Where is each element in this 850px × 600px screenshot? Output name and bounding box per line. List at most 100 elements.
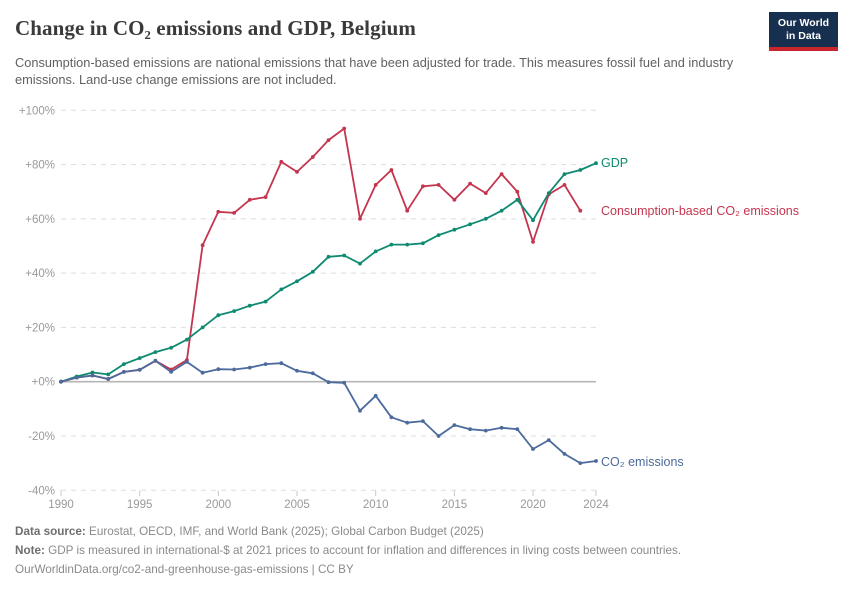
series-line [60,359,597,465]
data-point [326,380,331,385]
data-point [389,415,394,420]
y-tick-label: -20% [28,431,55,443]
y-tick-label: +20% [25,322,55,334]
data-point [483,191,488,196]
x-tick-label: 2020 [520,499,546,511]
data-point [578,208,583,213]
data-point [499,425,504,430]
data-point [153,358,158,363]
data-point [74,375,79,380]
data-point [562,172,567,177]
series-group [59,126,598,465]
data-point [295,279,299,284]
data-point [358,261,362,266]
data-point [436,434,441,438]
data-point [122,370,126,374]
data-point [483,428,488,433]
data-point [452,423,457,427]
series-label-co2: CO₂ emissions [601,455,684,469]
series-line [60,162,597,383]
data-point [405,420,410,425]
data-point [405,208,410,213]
owid-logo-line1: Our World [777,17,830,29]
data-point [326,254,331,259]
data-point [546,438,551,442]
data-point [295,170,299,174]
data-point [546,191,551,196]
data-point [389,242,394,247]
data-point [499,208,504,213]
y-tick-label: +60% [25,214,55,226]
data-point [452,197,457,202]
data-point [531,218,535,223]
data-point [216,367,221,372]
data-point [515,189,520,194]
data-point [310,155,315,159]
data-point [232,309,237,313]
data-point [200,325,205,330]
data-point [373,249,378,254]
x-tick-label: 1990 [48,499,74,511]
data-point [263,362,268,366]
data-point [106,372,111,377]
data-point [515,197,520,202]
data-point [279,361,284,366]
data-point [562,183,567,187]
data-point [373,183,378,187]
data-point [247,197,252,202]
data-point [389,168,394,172]
data-point [468,222,472,227]
data-point [122,362,126,366]
y-tick-label: +100% [19,105,55,117]
data-point [515,427,520,432]
data-point [452,227,457,232]
series-consumption-based-co-emissions [59,126,583,384]
data-point [200,370,205,375]
data-point [137,356,142,360]
data-point [594,459,598,463]
y-tick-label: +0% [32,377,55,389]
data-point [326,138,331,143]
footer-data-source-text: Eurostat, OECD, IMF, and World Bank (202… [85,525,484,538]
footer-note-text: GDP is measured in international-$ at 20… [44,544,682,557]
x-tick-label: 2005 [284,499,310,511]
footer-data-source-label: Data source: [15,525,86,538]
series-label-gdp: GDP [601,156,628,170]
data-point [310,371,315,376]
data-point [106,377,111,381]
footer-url-link[interactable]: OurWorldinData.org/co2-and-greenhouse-ga… [15,563,309,576]
data-point [373,393,378,398]
data-point [169,345,174,350]
data-point [578,168,583,172]
data-point [216,209,221,214]
data-point [279,287,284,292]
data-point [342,253,347,258]
data-point [578,461,583,465]
data-point [90,370,95,375]
data-point [562,452,567,456]
data-point [232,211,237,215]
data-point [295,368,299,373]
owid-logo-line2: in Data [785,30,821,42]
footer-note: Note: GDP is measured in international-$… [15,541,835,560]
footer-citation: OurWorldinData.org/co2-and-greenhouse-ga… [15,560,835,579]
data-point [468,427,472,432]
data-point [421,241,425,246]
data-point [200,243,205,248]
y-tick-label: +80% [25,160,55,172]
data-point [358,408,362,413]
data-point [232,367,237,372]
chart-subtitle: Consumption-based emissions are national… [15,55,734,87]
data-point [153,350,158,354]
series-co-emissions [59,358,598,465]
data-point [342,380,347,385]
page-title: Change in CO₂ emissions and GDP, Belgium [15,16,417,40]
series-gdp [59,161,598,384]
data-point [185,337,189,342]
data-point [358,216,362,221]
data-point [59,379,63,384]
data-point [169,370,174,374]
data-point [185,360,189,364]
